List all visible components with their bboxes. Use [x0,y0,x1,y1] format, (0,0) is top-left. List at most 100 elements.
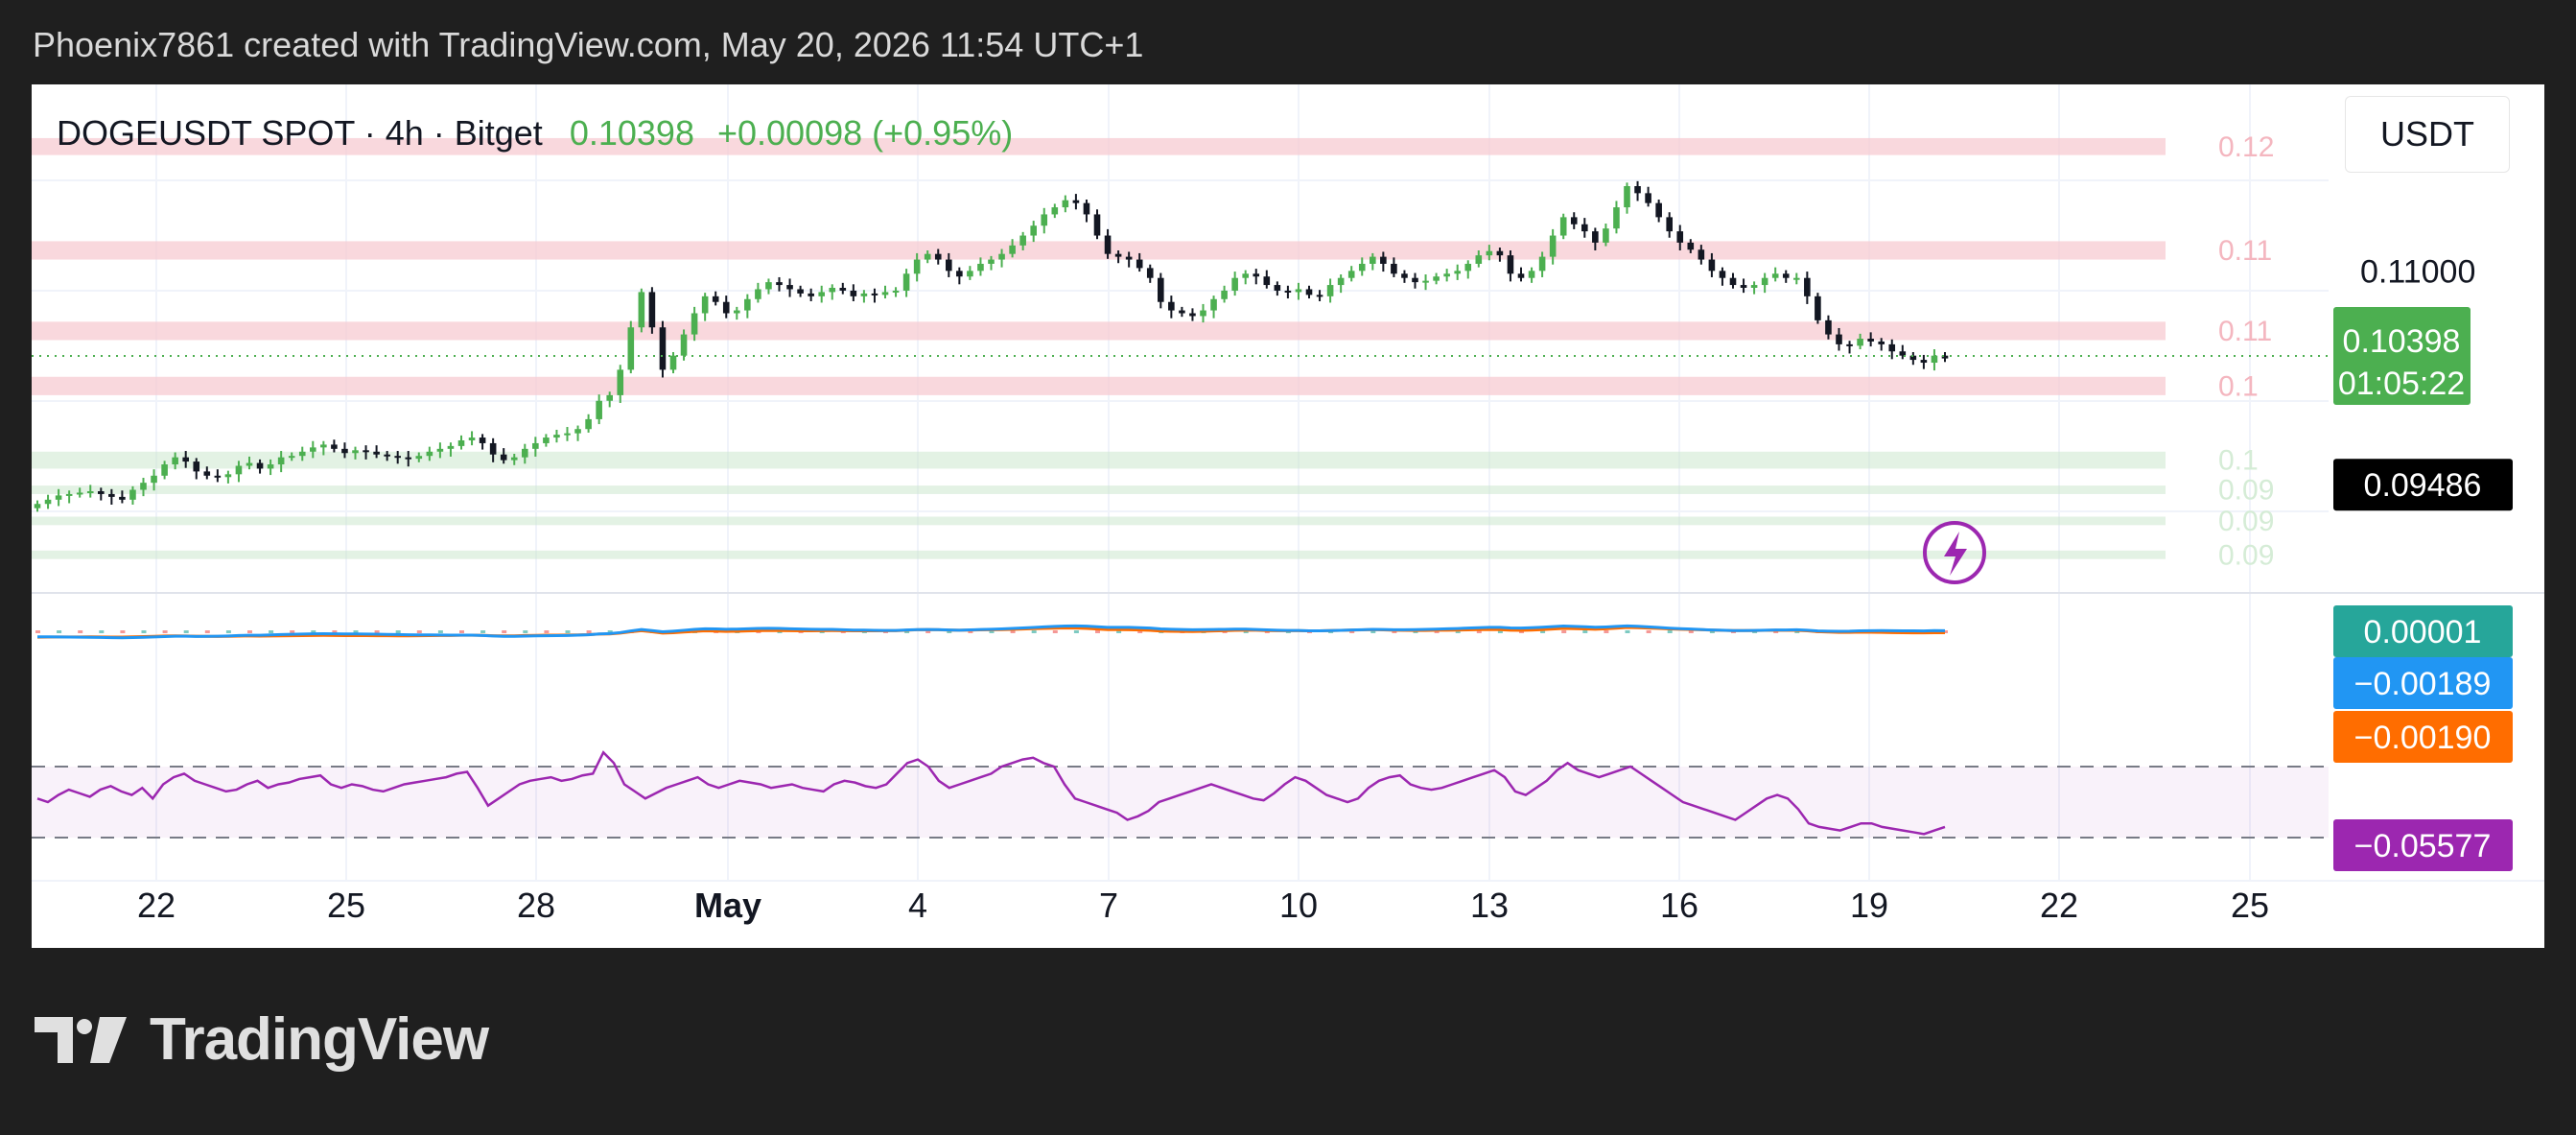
candle-body-4 [76,492,83,495]
candle-body-120 [1305,289,1313,296]
currency-button[interactable]: USDT [2345,96,2510,173]
candle-body-42 [479,437,486,443]
candle-body-138 [1496,250,1504,256]
candle-body-77 [850,290,857,296]
candle-body-128 [1391,263,1397,274]
candle-body-67 [744,298,751,311]
candle-body-157 [1698,249,1705,260]
candle-body-95 [1041,214,1048,226]
support-zone-0 [32,451,2166,469]
macd-hist-44 [502,630,507,633]
candle-body-56 [627,327,635,370]
candle-body-76 [839,288,847,291]
resistance-zone-label-3: 0.1 [2218,370,2259,402]
candle-body-153 [1655,202,1662,218]
candle-body-106 [1158,277,1164,302]
candle-body-178 [1920,360,1928,364]
macd-hist-34 [395,630,401,633]
candle-body-150 [1624,186,1630,208]
macd-hist-2 [57,630,62,633]
last-price-tag-countdown: 01:05:22 [2338,366,2465,402]
candle-body-90 [988,259,995,264]
macd-hist-22 [269,630,274,633]
candle-body-19 [235,465,243,475]
macd-tag-value-1: −0.00189 [2354,666,2492,702]
candle-body-180 [1941,355,1949,359]
candle-body-134 [1454,271,1461,274]
macd-line [36,624,1946,640]
candle-body-174 [1878,341,1885,344]
macd-hist-180 [1943,630,1948,633]
candle-body-51 [574,429,581,434]
rsi-band [32,767,2329,838]
candle-body-145 [1570,217,1578,225]
candle-body-136 [1475,255,1483,264]
chart-svg[interactable]: 0.120.110.110.10.10.090.090.090.110000.1… [32,84,2544,948]
macd-hist-158 [1709,630,1715,633]
candle-body-15 [193,461,200,472]
support-zone-label-2: 0.09 [2218,506,2274,537]
support-zone-label-1: 0.09 [2218,475,2274,507]
candle-body-61 [680,334,688,356]
macd-hist-40 [459,630,464,633]
candle-body-113 [1231,277,1238,291]
last-price: 0.10398 [569,113,694,153]
x-tick-label-5: 7 [1099,886,1118,925]
candle-body-14 [182,457,189,462]
candle-body-170 [1836,334,1842,344]
candle-body-135 [1464,263,1472,272]
candle-body-103 [1125,256,1133,260]
candle-body-94 [1030,225,1037,236]
candle-body-43 [489,442,497,455]
candle-body-32 [373,451,380,455]
macd-hist-94 [1031,630,1037,633]
candle-body-117 [1274,285,1281,291]
macd-hist-92 [1010,630,1016,633]
candle-body-34 [394,456,401,459]
candle-body-30 [352,450,359,454]
rsi-line [36,750,1946,836]
candle-body-66 [734,310,740,314]
candle-body-104 [1136,259,1143,269]
candle-body-123 [1337,277,1345,286]
candle-body-146 [1581,224,1588,232]
x-tick-label-0: 22 [137,886,176,925]
candle-body-99 [1083,202,1090,215]
chart-container[interactable]: 0.12 0.11 0.11 0.1 0.1 0.09 0.09 0.09 0.11000 0.1… [32,84,2544,948]
candle-body-20 [246,462,253,466]
candle-body-167 [1804,277,1811,296]
macd-hist-42 [480,630,486,633]
candle-body-6 [98,491,105,494]
x-tick-label-8: 16 [1660,886,1698,925]
candle-body-0 [34,504,41,508]
candle-body-45 [510,457,518,461]
candle-body-111 [1210,298,1217,311]
macd-hist-26 [311,630,316,633]
candle-body-29 [341,448,348,454]
support-zone-label-3: 0.09 [2218,539,2274,571]
candle-body-97 [1062,200,1069,208]
macd-hist-18 [225,630,231,633]
macd-hist-154 [1667,630,1673,633]
candle-body-163 [1761,277,1768,286]
macd-hist-100 [1095,630,1100,633]
candle-body-57 [638,292,645,328]
candle-body-10 [140,483,147,490]
macd-hist-150 [1625,630,1630,633]
candle-body-109 [1189,313,1196,317]
candle-body-177 [1909,355,1917,361]
candle-body-155 [1676,231,1684,243]
candle-body-105 [1146,268,1154,278]
macd-hist-46 [523,630,528,633]
macd-hist-146 [1582,630,1588,633]
macd-hist-138 [1497,630,1503,633]
candle-body-114 [1242,273,1249,278]
x-tick-label-2: 28 [517,886,555,925]
candle-body-12 [161,464,168,476]
candle-body-55 [617,369,624,395]
macd-hist-156 [1688,630,1694,633]
symbol-legend: DOGEUSDT SPOT · 4h · Bitget 0.10398 +0.0… [57,113,1013,154]
candle-body-116 [1263,276,1271,286]
last-price-tag [2333,306,2471,405]
candle-body-44 [500,454,507,461]
